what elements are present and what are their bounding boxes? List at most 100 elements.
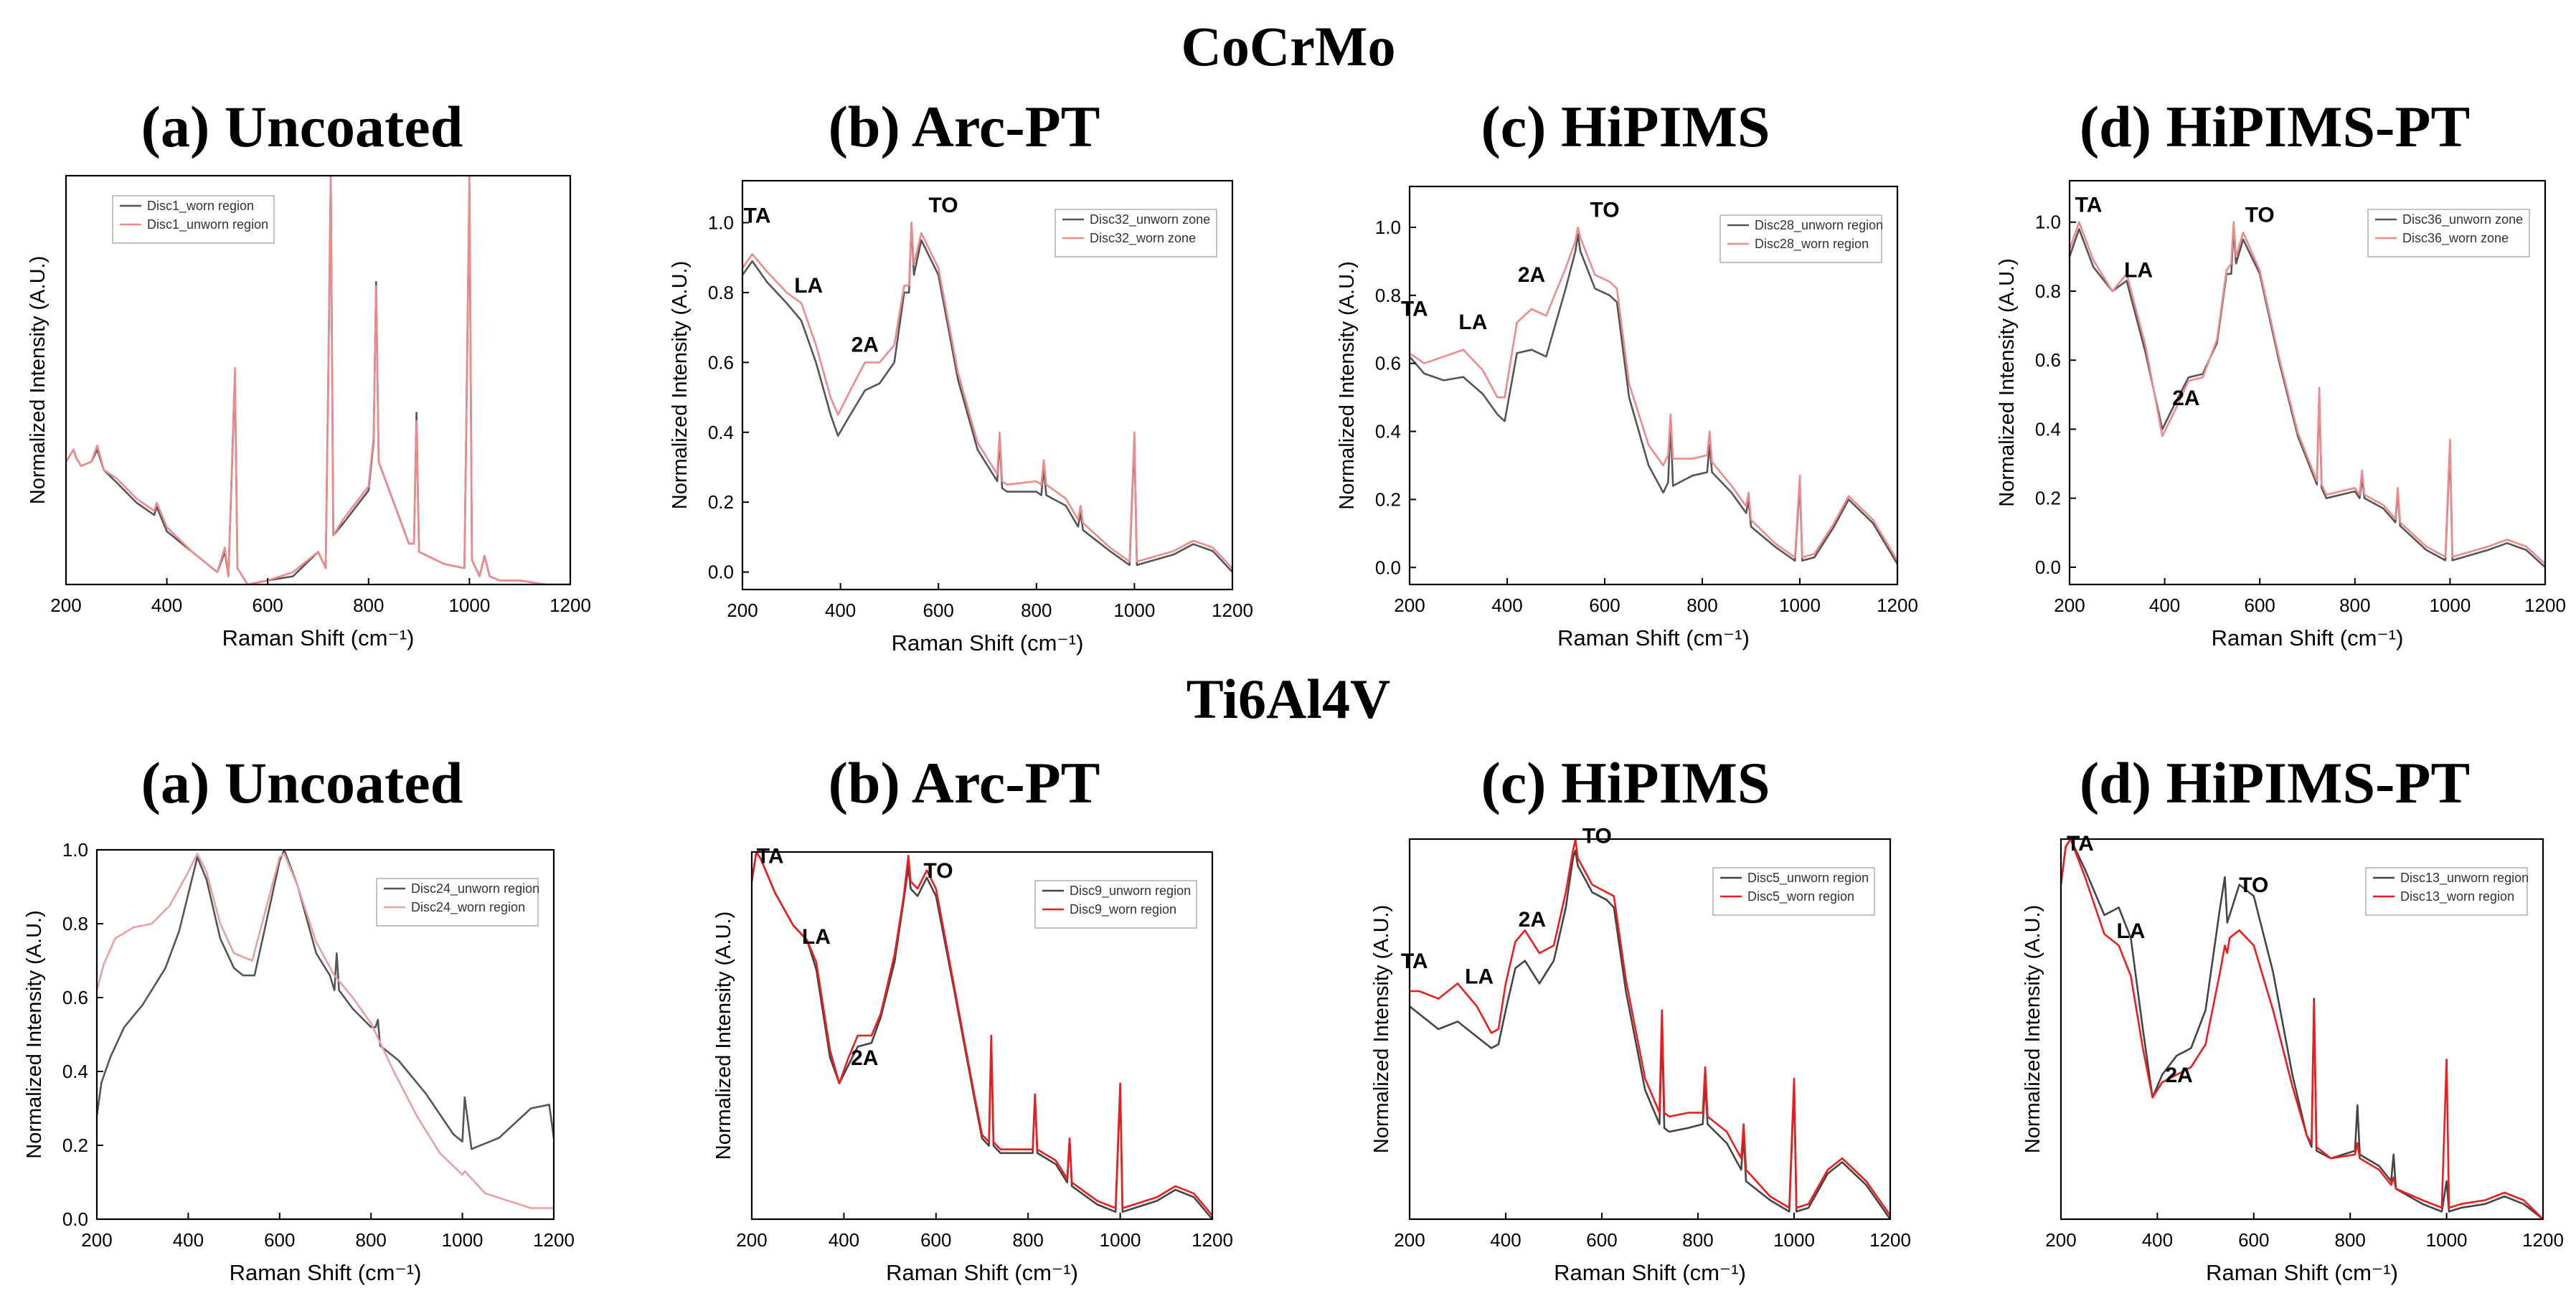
plot-frame xyxy=(750,851,1214,1221)
x-tick-label: 1200 xyxy=(2522,1229,2564,1251)
x-tick-label: 1000 xyxy=(1779,595,1821,616)
x-tick-label: 800 xyxy=(1013,1229,1044,1251)
x-tick-label: 200 xyxy=(2054,595,2085,616)
plot-frame xyxy=(741,179,1234,591)
peak-label: LA xyxy=(2116,919,2145,943)
x-axis-label: Raman Shift (cm⁻¹) xyxy=(2206,1260,2398,1285)
chart-ti_d: 200 400 600 800 1000 1200 Raman Shift (cm⁻¹) No… xyxy=(2021,832,2564,1285)
chart-co_d: 200 400 600 800 1000 1200 0.0 0.2 0.4 0.6 0.8 1.0 Ra… xyxy=(1996,179,2566,650)
legend-label: Disc1_unworn region xyxy=(147,217,268,232)
legend-label: Disc28_worn region xyxy=(1755,237,1869,252)
peak-label: TA xyxy=(1401,950,1428,973)
y-tick-label: 0.2 xyxy=(708,491,734,513)
series-line-0 xyxy=(1410,233,1897,565)
legend-box xyxy=(1712,867,1875,916)
legend: Disc13_unworn region Disc13_worn region xyxy=(2365,867,2529,916)
series-line-1 xyxy=(2061,839,2543,1219)
x-tick-label: 400 xyxy=(1490,1229,1521,1251)
y-tick-label: 0.4 xyxy=(2035,418,2061,440)
y-axis-label: Normalized Intensity (A.U.) xyxy=(1996,258,2019,507)
legend-label: Disc32_unworn zone xyxy=(1090,212,1210,227)
x-tick-label: 600 xyxy=(1586,1229,1617,1251)
chart-ti_b: 200 400 600 800 1000 1200 Raman Shift (cm⁻¹) No… xyxy=(712,844,1233,1285)
legend-label: Disc24_worn region xyxy=(411,900,525,915)
y-tick-label: 1.0 xyxy=(708,212,734,233)
chart-title-cocrmo-uncoated: (a) Uncoated xyxy=(141,94,463,159)
x-tick-label: 800 xyxy=(2335,1229,2366,1251)
x-tick-label: 200 xyxy=(1394,1229,1425,1251)
x-tick-label: 800 xyxy=(1021,600,1052,621)
y-axis-label: Normalized Intensity (A.U.) xyxy=(27,256,49,505)
x-axis-label: Raman Shift (cm⁻¹) xyxy=(1554,1260,1746,1285)
peak-label: TO xyxy=(2245,204,2275,227)
x-axis-label: Raman Shift (cm⁻¹) xyxy=(2212,625,2404,650)
y-tick-label: 0.4 xyxy=(1375,421,1401,442)
legend: Disc9_unworn region Disc9_worn region xyxy=(1034,880,1197,929)
x-tick-label: 200 xyxy=(1394,595,1425,616)
y-tick-label: 0.8 xyxy=(2035,280,2061,302)
x-tick-label: 400 xyxy=(829,1229,859,1251)
x-tick-label: 1200 xyxy=(1869,1229,1911,1251)
y-tick-label: 0.8 xyxy=(62,913,88,934)
legend: Disc28_unworn region Disc28_worn region xyxy=(1719,214,1883,263)
x-tick-label: 1200 xyxy=(549,595,591,616)
plot-frame xyxy=(95,848,555,1221)
x-tick-label: 600 xyxy=(2245,595,2275,616)
legend: Disc32_unworn zone Disc32_worn zone xyxy=(1055,209,1217,257)
peak-label: TA xyxy=(1401,297,1428,321)
y-tick-label: 0.0 xyxy=(62,1208,88,1230)
x-tick-label: 1000 xyxy=(1773,1229,1815,1251)
chart-title-ti6al4v-arc-pt: (b) Arc-PT xyxy=(828,750,1100,815)
x-tick-label: 400 xyxy=(825,600,856,621)
x-tick-label: 600 xyxy=(1589,595,1620,616)
series-line-1 xyxy=(752,852,1212,1216)
y-tick-label: 0.0 xyxy=(1375,557,1401,578)
legend-label: Disc13_worn region xyxy=(2400,889,2514,904)
peak-label: 2A xyxy=(851,333,879,357)
legend-label: Disc36_unworn zone xyxy=(2402,212,2523,227)
series-line-1 xyxy=(1410,839,1890,1216)
legend-label: Disc1_worn region xyxy=(147,199,254,214)
x-tick-label: 200 xyxy=(2045,1229,2076,1251)
y-tick-label: 0.8 xyxy=(1375,285,1401,306)
chart-co_c: 200 400 600 800 1000 1200 0.0 0.2 0.4 0.6 0.8 1.0 Ra… xyxy=(1336,185,1918,650)
legend: Disc5_unworn region Disc5_worn region xyxy=(1712,867,1875,916)
x-tick-label: 200 xyxy=(81,1229,112,1251)
x-axis-label: Raman Shift (cm⁻¹) xyxy=(222,625,415,650)
legend-box xyxy=(112,195,275,244)
y-axis-label: Normalized Intensity (A.U.) xyxy=(1336,261,1359,510)
x-axis-label: Raman Shift (cm⁻¹) xyxy=(1557,625,1750,650)
y-tick-label: 0.6 xyxy=(1375,353,1401,374)
y-tick-label: 0.6 xyxy=(62,987,88,1008)
x-tick-label: 400 xyxy=(2149,595,2180,616)
x-tick-label: 600 xyxy=(264,1229,295,1251)
chart-title-ti6al4v-hipims: (c) HiPIMS xyxy=(1481,750,1770,815)
plot-frame xyxy=(1408,185,1899,586)
legend: Disc24_unworn region Disc24_worn region xyxy=(376,878,539,927)
y-tick-label: 0.0 xyxy=(2035,557,2061,578)
legend-label: Disc9_unworn region xyxy=(1070,884,1191,899)
legend-box xyxy=(2365,867,2528,916)
peak-label: LA xyxy=(802,925,831,949)
x-tick-label: 800 xyxy=(1682,1229,1713,1251)
chart-title-cocrmo-hipims-pt: (d) HiPIMS-PT xyxy=(2079,94,2471,159)
y-tick-label: 1.0 xyxy=(62,839,88,861)
legend-box xyxy=(2367,209,2530,257)
peak-label: TA xyxy=(744,204,771,227)
plot-frame xyxy=(2060,838,2544,1221)
peak-label: LA xyxy=(1465,965,1494,988)
x-tick-label: 600 xyxy=(920,1229,951,1251)
legend-label: Disc9_worn region xyxy=(1070,902,1176,917)
chart-title-cocrmo-arc-pt: (b) Arc-PT xyxy=(828,94,1100,159)
series-line-0 xyxy=(97,850,554,1150)
x-tick-label: 1000 xyxy=(1113,600,1155,621)
peak-label: 2A xyxy=(2165,1064,2192,1087)
y-tick-label: 0.4 xyxy=(62,1061,88,1082)
series-line-1 xyxy=(742,222,1232,569)
chart-ti_a: 200 400 600 800 1000 1200 0.0 0.2 0.4 0.6 0.8 1.0 Ra… xyxy=(23,839,575,1285)
x-tick-label: 1200 xyxy=(1877,595,1918,616)
x-tick-label: 400 xyxy=(2142,1229,2173,1251)
peak-label: 2A xyxy=(1518,263,1545,287)
plot-frame xyxy=(2068,179,2547,586)
